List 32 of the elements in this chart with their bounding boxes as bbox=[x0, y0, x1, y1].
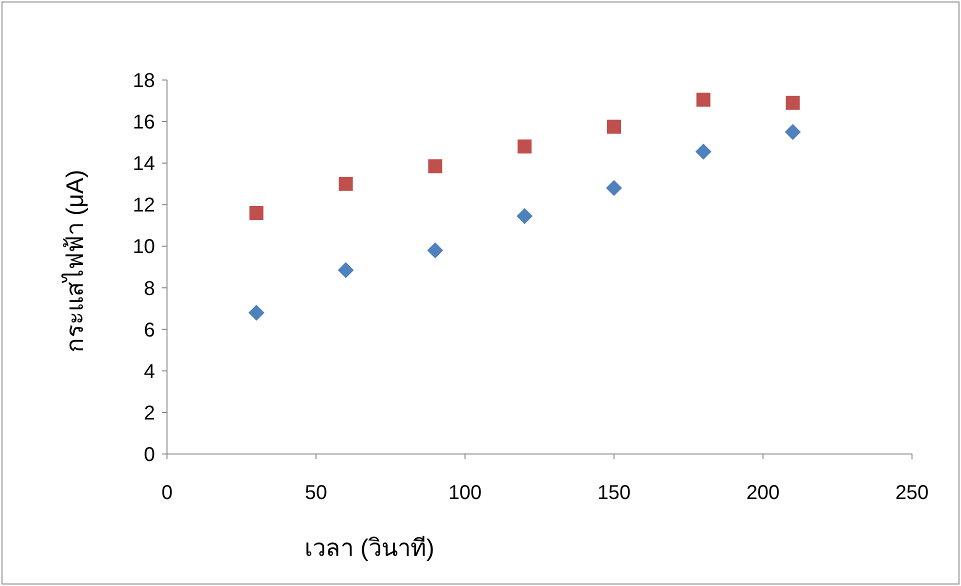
x-tick-label: 250 bbox=[895, 482, 929, 504]
y-tick-label: 4 bbox=[144, 360, 155, 383]
x-tick-label: 50 bbox=[304, 482, 328, 504]
point bbox=[248, 304, 264, 321]
point bbox=[249, 206, 264, 220]
y-tick-label: 2 bbox=[144, 402, 155, 424]
point bbox=[518, 139, 532, 154]
point bbox=[428, 159, 442, 174]
point bbox=[696, 92, 710, 107]
y-tick-label: 10 bbox=[132, 236, 155, 258]
y-tick-label: 8 bbox=[144, 278, 155, 300]
point bbox=[338, 262, 354, 278]
y-axis-title: กระแสไฟฟ้า (μA) bbox=[61, 170, 89, 352]
point bbox=[606, 180, 622, 196]
x-tick-label: 150 bbox=[597, 482, 631, 504]
y-tick-label: 16 bbox=[132, 112, 155, 134]
x-axis-title: เวลา (วินาที) bbox=[304, 535, 434, 562]
y-tick-label: 18 bbox=[132, 70, 155, 92]
point bbox=[786, 96, 800, 110]
point bbox=[784, 124, 801, 140]
point bbox=[338, 176, 353, 191]
point bbox=[516, 208, 533, 224]
point bbox=[695, 144, 712, 160]
point bbox=[607, 120, 621, 134]
x-tick-label: 100 bbox=[448, 482, 482, 504]
point bbox=[427, 242, 444, 258]
y-tick-label: 12 bbox=[132, 194, 155, 217]
y-tick-label: 6 bbox=[144, 319, 155, 342]
x-tick-label: 200 bbox=[746, 482, 780, 504]
y-tick-label: 14 bbox=[132, 153, 155, 176]
y-tick-label: 0 bbox=[144, 444, 155, 466]
x-tick-label: 0 bbox=[161, 482, 173, 504]
